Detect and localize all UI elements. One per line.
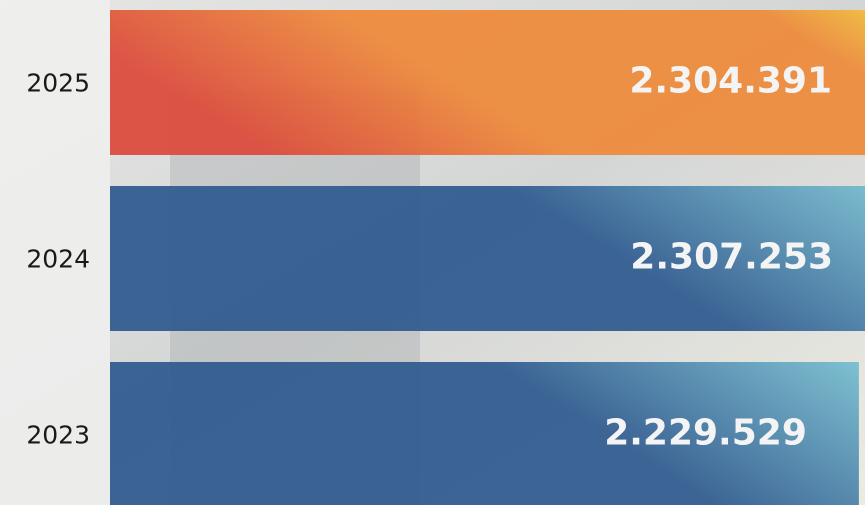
bar [110, 10, 865, 155]
category-label: 2023 [26, 421, 90, 450]
bar [110, 186, 865, 331]
bar [110, 362, 859, 505]
category-label: 2024 [26, 245, 90, 274]
value-label: 2.307.253 [630, 237, 833, 278]
label-panel [0, 0, 110, 505]
value-label: 2.304.391 [629, 61, 832, 102]
category-label: 2025 [26, 69, 90, 98]
value-label: 2.229.529 [604, 413, 807, 454]
